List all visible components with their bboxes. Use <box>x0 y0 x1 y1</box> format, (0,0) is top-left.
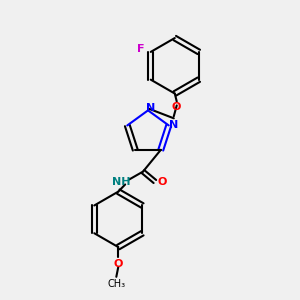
Text: O: O <box>114 259 123 269</box>
Text: NH: NH <box>112 176 130 187</box>
Text: F: F <box>137 44 145 54</box>
Text: O: O <box>171 102 180 112</box>
Text: O: O <box>157 176 167 187</box>
Text: CH₃: CH₃ <box>107 279 125 289</box>
Text: N: N <box>169 120 178 130</box>
Text: N: N <box>146 103 156 113</box>
